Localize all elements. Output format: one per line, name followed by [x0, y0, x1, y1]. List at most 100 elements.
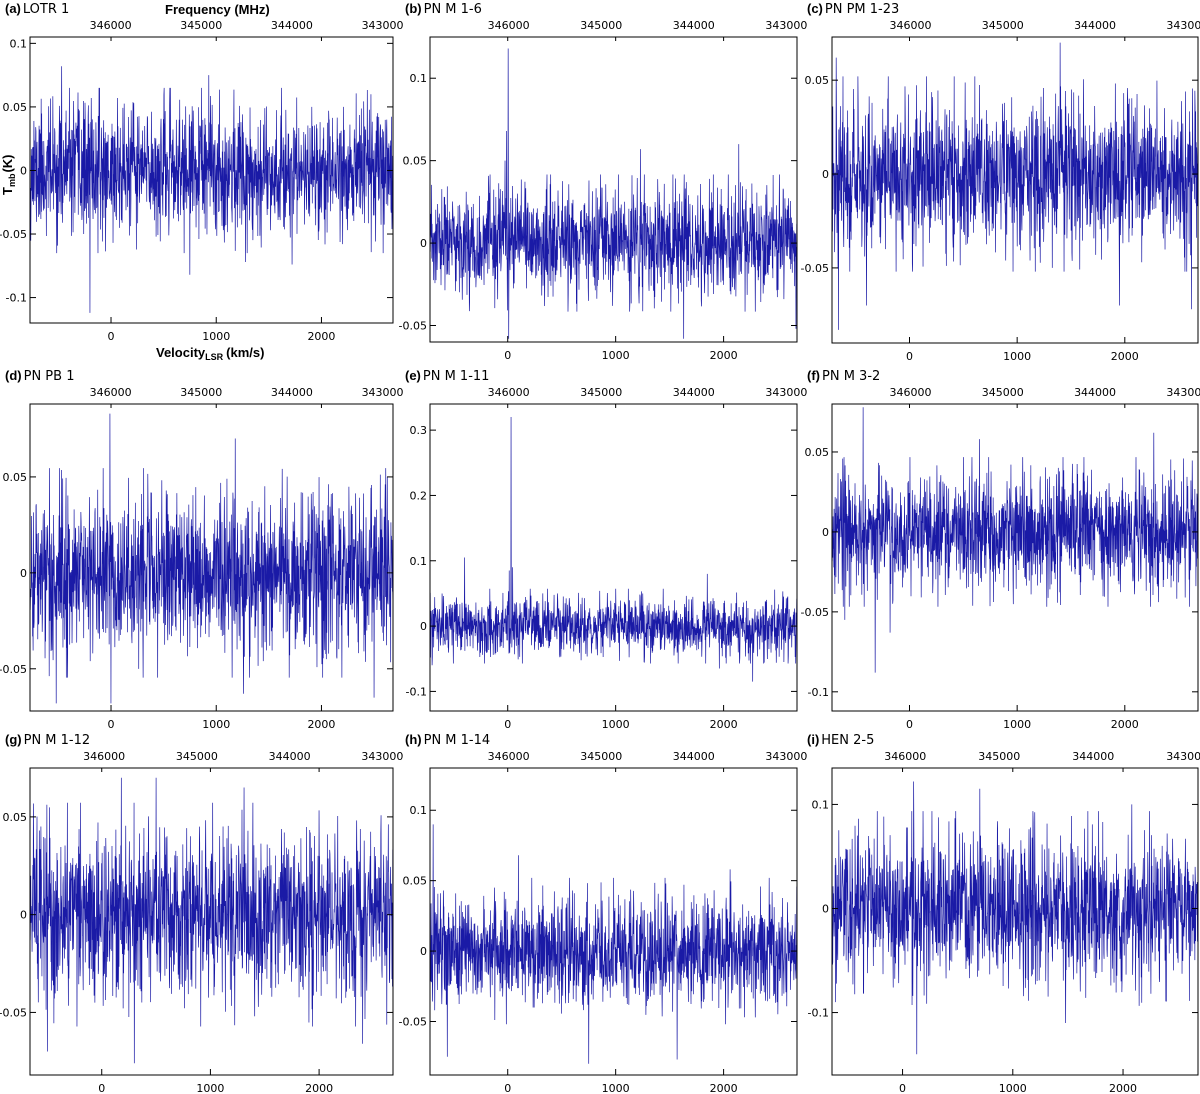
tmb-tick-label: 0	[822, 168, 829, 181]
tmb-tick-label: 0.05	[805, 74, 830, 87]
spectrum-line	[832, 407, 1198, 673]
plot-frame	[429, 36, 798, 343]
frequency-tick-label: 344000	[673, 750, 715, 763]
panel-source-name: PN PM 1-23	[825, 2, 899, 17]
frequency-tick-label: 345000	[982, 19, 1024, 32]
frequency-tick-label: 346000	[83, 750, 125, 763]
frequency-tick-label: 345000	[982, 386, 1024, 399]
frequency-tick-label: 346000	[90, 386, 132, 399]
velocity-tick-label: 0	[504, 718, 511, 731]
velocity-tick-label: 2000	[307, 330, 335, 343]
tmb-tick-label: 0.05	[3, 811, 28, 824]
tmb-tick-label: -0.1	[808, 686, 829, 699]
tmb-tick-label: 0	[822, 902, 829, 915]
frequency-tick-label: 343000	[1166, 386, 1200, 399]
frequency-tick-label: 345000	[978, 750, 1020, 763]
frequency-tick-label: 346000	[488, 750, 530, 763]
frequency-tick-label: 346000	[90, 19, 132, 32]
frequency-tick-label: 344000	[1074, 19, 1116, 32]
panel-label: (f) PN M 3-2	[807, 368, 880, 384]
panel-letter: (g)	[5, 732, 22, 747]
panel-letter: (f)	[807, 368, 820, 383]
frequency-tick-label: 343000	[1166, 19, 1200, 32]
plot-frame	[429, 403, 798, 712]
spectrum-line	[430, 824, 797, 1064]
spectrum-panel: 0 1000 2000 346000 345000 344000 343000 -0.1 0 0.…	[405, 368, 807, 731]
spectrum-line	[430, 48, 797, 339]
tmb-tick-label: -0.05	[0, 663, 27, 676]
tmb-tick-label: 0.1	[410, 804, 428, 817]
spectrum-line	[30, 413, 393, 704]
velocity-tick-label: 1000	[1003, 718, 1031, 731]
frequency-tick-label: 344000	[673, 19, 715, 32]
spectrum-line	[30, 777, 393, 1064]
plot-frame	[29, 767, 394, 1076]
tmb-tick-label: 0	[420, 237, 427, 250]
tmb-tick-label: -0.1	[6, 292, 27, 305]
frequency-tick-label: 346000	[488, 386, 530, 399]
panel-source-name: PN M 1-11	[423, 369, 490, 384]
spectrum-panel: 0 1000 2000 346000 345000 344000 343000 -0.05 0 0…	[0, 732, 403, 1094]
frequency-tick-label: 346000	[889, 386, 931, 399]
tmb-tick-label: -0.1	[808, 1007, 829, 1020]
temperature-axis-title: Tmb(K)	[0, 155, 17, 196]
velocity-tick-label: 1000	[999, 1082, 1027, 1094]
velocity-tick-label: 1000	[1003, 350, 1031, 363]
panel-source-name: HEN 2-5	[821, 733, 874, 748]
panel-source-name: PN PB 1	[24, 369, 75, 384]
frequency-tick-label: 345000	[580, 19, 622, 32]
frequency-tick-label: 345000	[176, 750, 218, 763]
velocity-tick-label: 2000	[305, 1082, 333, 1094]
tmb-tick-label: 0.05	[403, 875, 428, 888]
velocity-tick-label: 0	[98, 1082, 105, 1094]
tmb-tick-label: 0.05	[805, 446, 830, 459]
frequency-tick-label: 344000	[269, 750, 311, 763]
velocity-axis-title-unit: (km/s)	[226, 345, 264, 360]
velocity-axis-title: VelocityLSR (km/s)	[156, 345, 264, 362]
frequency-tick-label: 345000	[180, 19, 222, 32]
velocity-tick-label: 2000	[1109, 1082, 1137, 1094]
spectrum-panel: 0 1000 2000 346000 345000 344000 343000 -0.05 0 0…	[801, 1, 1200, 363]
spectrum-panel: 0 1000 2000 346000 345000 344000 343000 -0.05 0 0…	[399, 732, 808, 1094]
velocity-tick-label: 1000	[602, 718, 630, 731]
tmb-tick-label: -0.05	[399, 1015, 427, 1028]
figure-axis-titles: Frequency (MHz) VelocityLSR (km/s) Tmb(K)	[0, 2, 270, 362]
panel-label: (h) PN M 1-14	[405, 732, 490, 748]
frequency-tick-label: 343000	[765, 386, 807, 399]
tmb-tick-label: 0.1	[10, 37, 28, 50]
frequency-axis-title: Frequency (MHz)	[165, 2, 270, 17]
velocity-tick-label: 0	[906, 718, 913, 731]
tmb-tick-label: 0.05	[403, 155, 428, 168]
tmb-tick-label: 0	[420, 620, 427, 633]
velocity-tick-label: 2000	[1111, 350, 1139, 363]
frequency-tick-label: 345000	[580, 750, 622, 763]
velocity-tick-label: 2000	[1111, 718, 1139, 731]
velocity-tick-label: 2000	[710, 1082, 738, 1094]
plot-frame	[29, 403, 394, 712]
panel-label: (c) PN PM 1-23	[807, 1, 899, 17]
velocity-axis-title-main: Velocity	[156, 345, 206, 360]
panel-label: (i) HEN 2-5	[807, 732, 874, 748]
tmb-tick-label: -0.05	[399, 320, 427, 333]
panel-label: (b) PN M 1-6	[405, 1, 482, 17]
tmb-tick-label: 0.05	[3, 471, 28, 484]
tmb-tick-label: -0.05	[0, 1006, 27, 1019]
panel-letter: (h)	[405, 732, 422, 747]
velocity-axis-title-sub: LSR	[205, 352, 224, 362]
frequency-tick-label: 346000	[488, 19, 530, 32]
tmb-tick-label: 0	[20, 909, 27, 922]
temperature-axis-title-sub: mb	[7, 173, 17, 187]
tmb-tick-label: -0.1	[406, 685, 427, 698]
plot-frame	[831, 36, 1199, 344]
frequency-tick-label: 345000	[180, 386, 222, 399]
frequency-tick-label: 343000	[361, 750, 403, 763]
tmb-tick-label: 0.05	[3, 101, 28, 114]
spectrum-panel: 0 1000 2000 346000 345000 344000 343000 -0.05 0 0…	[399, 1, 808, 362]
panel-label: (d) PN PB 1	[5, 368, 74, 384]
tmb-tick-label: -0.05	[801, 262, 829, 275]
frequency-tick-label: 345000	[580, 386, 622, 399]
panel-source-name: PN M 1-12	[24, 733, 91, 748]
frequency-tick-label: 344000	[1074, 386, 1116, 399]
